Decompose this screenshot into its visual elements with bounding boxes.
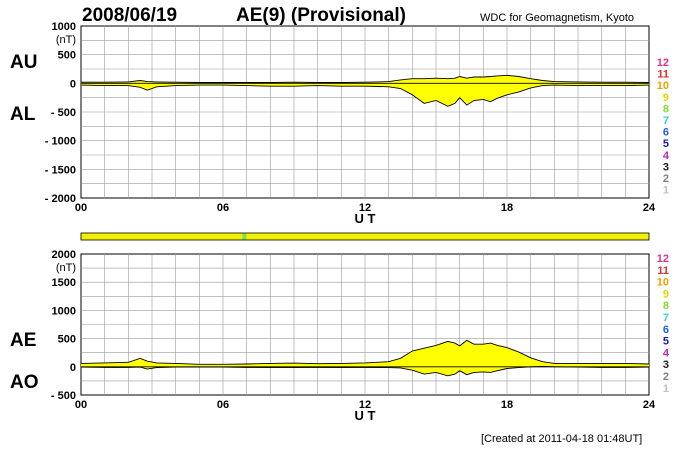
- panel1-level-number: 12: [657, 57, 669, 69]
- panel2-series-name-ao: AO: [10, 372, 39, 393]
- panel2-level-number: 9: [663, 288, 669, 300]
- panel1-y-tick-label: 1000: [52, 21, 76, 33]
- panel1-x-tick-label: 24: [643, 202, 656, 214]
- panel2-x-tick-label: 18: [501, 399, 513, 411]
- panel1-x-tick-label: 06: [217, 202, 229, 214]
- panel1-y-tick-label: - 2000: [45, 193, 76, 205]
- panel1-level-number: 11: [657, 69, 669, 81]
- panel1-level-number: 9: [663, 92, 669, 104]
- created-timestamp: [Created at 2011-04-18 01:48UT]: [481, 433, 643, 445]
- institution-label: WDC for Geomagnetism, Kyoto: [480, 12, 635, 24]
- panel1-y-tick-label: - 1500: [45, 164, 76, 176]
- panel2-x-axis-label: U T: [355, 408, 376, 423]
- panel2-series-ae: [80, 339, 650, 365]
- panel1-y-tick-label: 0: [70, 78, 76, 90]
- panel2-y-tick-label: 0: [70, 362, 76, 374]
- panel2-level-number: 11: [657, 265, 669, 277]
- panel2-level-number: 4: [663, 347, 670, 359]
- panel2-level-number: 12: [657, 253, 669, 265]
- panel1-x-axis-label: U T: [355, 211, 376, 226]
- panel2-y-tick-label: - 500: [51, 390, 76, 402]
- panel1-level-number: 10: [657, 80, 669, 92]
- panel1-series-al: [80, 84, 650, 107]
- panel1-y-tick-label: - 1000: [45, 136, 76, 148]
- panel2-y-tick-label: 1500: [52, 277, 76, 289]
- panel1-level-number: 5: [663, 138, 669, 150]
- panel2-level-number: 3: [663, 359, 669, 371]
- panel1-y-tick-label: 500: [58, 50, 76, 62]
- panel1-level-number: 4: [663, 150, 670, 162]
- panel1-series-name-al: AL: [10, 104, 36, 125]
- panel2-level-number: 1: [663, 383, 669, 395]
- panel1-x-tick-label: 18: [501, 202, 513, 214]
- status-stripe-marker: [242, 233, 247, 240]
- panel1-x-tick-label: 00: [75, 202, 87, 214]
- panel1-level-number: 8: [663, 103, 669, 115]
- panel2-series-name-ae: AE: [10, 330, 36, 351]
- panel2-level-number: 10: [657, 277, 669, 289]
- panel2-level-number: 6: [663, 324, 669, 336]
- panel2-y-tick-label: 500: [58, 334, 76, 346]
- chart-title: AE(9) (Provisional): [236, 5, 406, 26]
- panel2-x-tick-label: 06: [217, 399, 229, 411]
- panel1-level-number: 1: [663, 185, 669, 197]
- panel2-level-number: 2: [663, 371, 669, 383]
- panel2-unit-label: (nT): [56, 262, 76, 274]
- panel2-y-tick-label: 1000: [52, 305, 76, 317]
- panel2-level-number: 8: [663, 300, 669, 312]
- panel1-y-tick-label: - 500: [51, 107, 76, 119]
- panel1-x-tick-label: 12: [359, 202, 371, 214]
- panel1-series-name-au: AU: [10, 52, 37, 73]
- panel2-level-number: 5: [663, 336, 669, 348]
- panel1-level-number: 7: [663, 115, 669, 127]
- panel1-level-number: 6: [663, 127, 669, 139]
- panel2-y-tick-label: 2000: [52, 249, 76, 261]
- panel1-series-au: [81, 74, 650, 83]
- panel1-unit-label: (nT): [56, 34, 76, 46]
- panel1-level-number: 2: [663, 173, 669, 185]
- panel2-x-tick-label: 00: [75, 399, 87, 411]
- panel2-level-number: 7: [663, 312, 669, 324]
- panel1-level-number: 3: [663, 161, 669, 173]
- panel2-x-tick-label: 24: [643, 399, 656, 411]
- chart-date: 2008/06/19: [82, 5, 178, 26]
- status-stripe: [80, 232, 650, 241]
- panel2-x-tick-label: 12: [359, 399, 371, 411]
